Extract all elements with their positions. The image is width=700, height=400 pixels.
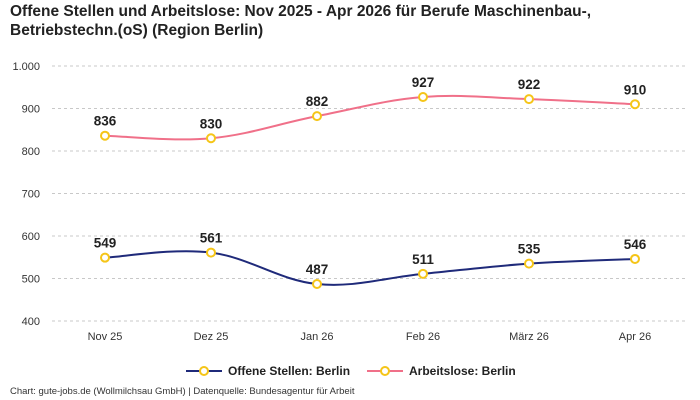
data-label: 922: [518, 77, 541, 92]
data-label: 882: [306, 94, 329, 109]
legend-label[interactable]: Offene Stellen: Berlin: [228, 364, 350, 378]
data-label: 535: [518, 242, 541, 257]
data-label: 836: [94, 114, 117, 129]
data-label: 910: [624, 82, 647, 97]
legend-marker: [199, 366, 209, 376]
data-label: 561: [200, 231, 223, 246]
grid-lines: [52, 65, 688, 322]
y-tick-label: 900: [22, 104, 40, 116]
series-line: [104, 94, 636, 141]
series-lines: [104, 94, 636, 286]
data-label: 549: [94, 236, 117, 251]
legend[interactable]: Offene Stellen: Berlin Arbeitslose: Berli…: [186, 364, 516, 378]
data-point[interactable]: [524, 258, 534, 269]
data-label: 830: [200, 116, 223, 131]
x-axis: Nov 25 Dez 25 Jan 26 Feb 26 März 26 Apr 26: [88, 331, 652, 343]
data-label: 927: [412, 75, 435, 90]
data-labels: 549 561 487 511 535 546 836 830 882 927 922 910: [94, 75, 647, 277]
data-point[interactable]: [524, 94, 534, 105]
data-point[interactable]: [100, 130, 110, 141]
y-tick-label: 700: [22, 189, 40, 201]
chart-title: Offene Stellen und Arbeitslose: Nov 2025…: [10, 3, 592, 39]
x-tick-label: Jan 26: [300, 331, 333, 343]
data-point[interactable]: [206, 133, 216, 144]
data-points: [100, 92, 640, 290]
data-point[interactable]: [206, 247, 216, 258]
data-point[interactable]: [630, 99, 640, 110]
x-tick-label: Apr 26: [619, 331, 651, 343]
data-point[interactable]: [418, 92, 428, 103]
y-tick-label: 800: [22, 146, 40, 158]
data-point[interactable]: [312, 111, 322, 122]
y-tick-label: 600: [22, 231, 40, 243]
x-tick-label: März 26: [509, 331, 549, 343]
y-axis: 400 500 600 700 800 900 1.000: [12, 61, 40, 328]
data-point[interactable]: [418, 268, 428, 279]
data-label: 487: [306, 262, 329, 277]
x-tick-label: Dez 25: [194, 331, 229, 343]
source-note: Chart: gute-jobs.de (Wollmilchsau GmbH) …: [10, 386, 355, 397]
data-point[interactable]: [100, 252, 110, 263]
data-label: 546: [624, 237, 647, 252]
y-tick-label: 400: [22, 316, 40, 328]
y-tick-label: 1.000: [12, 61, 40, 73]
y-tick-label: 500: [22, 274, 40, 286]
x-tick-label: Nov 25: [88, 331, 123, 343]
legend-marker: [380, 366, 390, 376]
series-line: [104, 250, 636, 286]
data-label: 511: [412, 252, 434, 267]
x-tick-label: Feb 26: [406, 331, 440, 343]
legend-label[interactable]: Arbeitslose: Berlin: [409, 364, 516, 378]
data-point[interactable]: [312, 279, 322, 290]
data-point[interactable]: [630, 253, 640, 264]
